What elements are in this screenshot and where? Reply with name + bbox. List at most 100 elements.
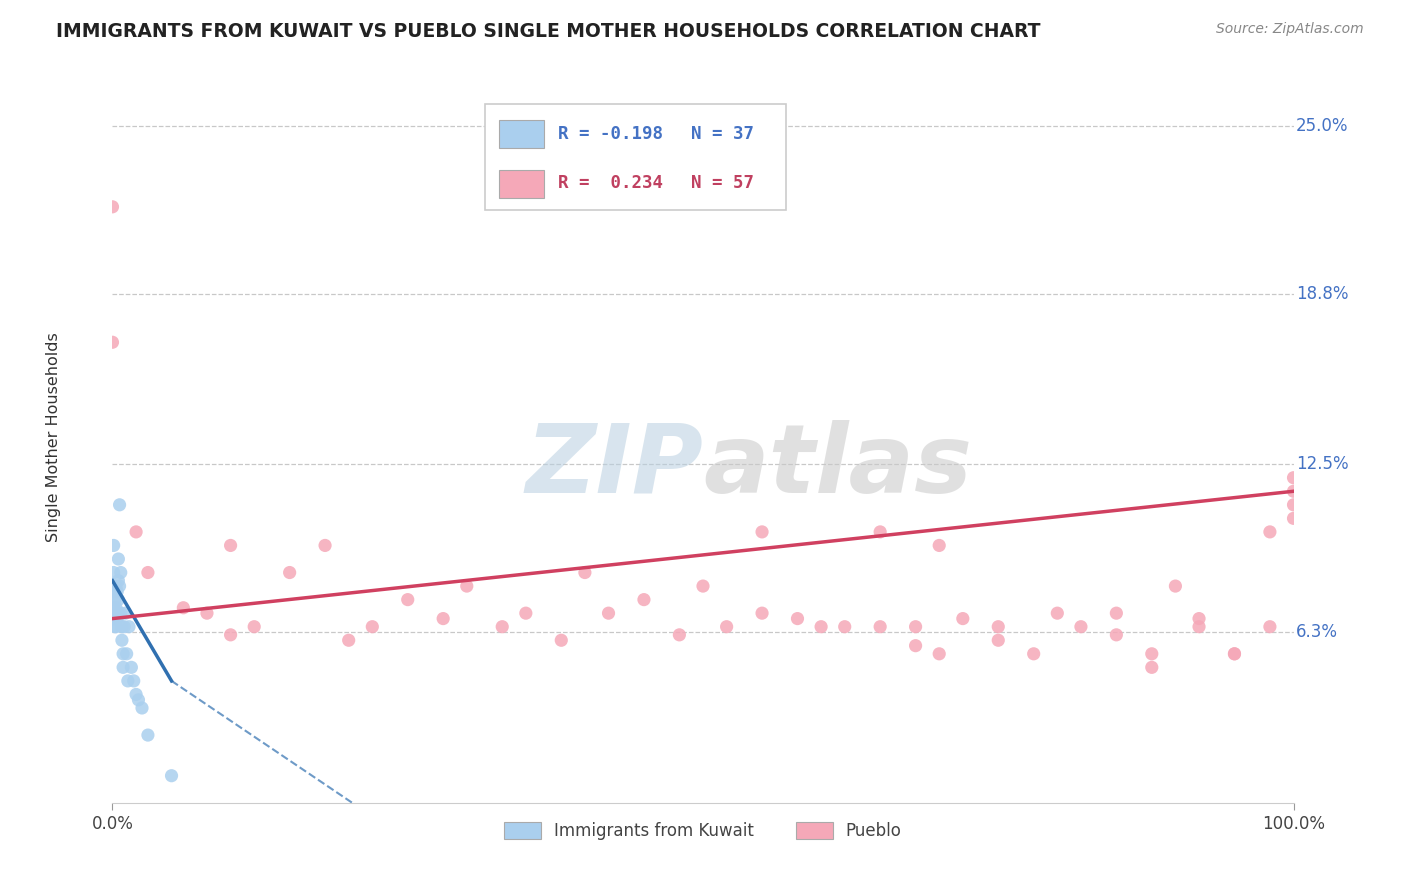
Point: [432, 611, 454, 625]
Text: atlas: atlas: [703, 420, 972, 513]
Point: [117, 673, 139, 688]
Point: [361, 620, 384, 634]
Point: [118, 620, 141, 634]
Point: [869, 524, 891, 539]
Point: [101, 200, 124, 214]
Point: [105, 600, 128, 615]
Point: [515, 606, 537, 620]
Point: [104, 620, 127, 634]
Point: [1282, 498, 1305, 512]
Text: IMMIGRANTS FROM KUWAIT VS PUEBLO SINGLE MOTHER HOUSEHOLDS CORRELATION CHART: IMMIGRANTS FROM KUWAIT VS PUEBLO SINGLE …: [56, 22, 1040, 41]
Text: 6.3%: 6.3%: [1296, 624, 1339, 641]
Point: [108, 579, 131, 593]
Point: [337, 633, 360, 648]
Point: [904, 620, 927, 634]
Point: [1105, 606, 1128, 620]
Point: [103, 538, 125, 552]
Point: [105, 620, 128, 634]
Point: [1070, 620, 1092, 634]
Point: [127, 693, 149, 707]
Point: [834, 620, 856, 634]
Point: [160, 769, 183, 783]
Point: [1258, 620, 1281, 634]
Point: [107, 606, 129, 620]
Point: [928, 538, 950, 552]
Point: [751, 606, 773, 620]
Point: [550, 633, 572, 648]
Point: [456, 579, 478, 593]
Point: [104, 592, 127, 607]
Point: [122, 673, 145, 688]
Point: [101, 335, 124, 350]
Point: [120, 660, 142, 674]
Point: [108, 498, 131, 512]
Point: [928, 647, 950, 661]
Point: [1282, 511, 1305, 525]
Point: [904, 639, 927, 653]
FancyBboxPatch shape: [485, 104, 786, 211]
Point: [786, 611, 808, 625]
FancyBboxPatch shape: [499, 170, 544, 198]
Point: [952, 611, 974, 625]
Text: R =  0.234: R = 0.234: [558, 174, 662, 193]
Point: [131, 701, 153, 715]
Text: 12.5%: 12.5%: [1296, 455, 1348, 473]
Point: [1223, 647, 1246, 661]
Point: [1140, 647, 1163, 661]
Point: [1140, 660, 1163, 674]
Text: Single Mother Households: Single Mother Households: [46, 332, 60, 542]
Point: [136, 566, 159, 580]
Point: [103, 600, 125, 615]
Point: [1282, 471, 1305, 485]
Point: [219, 538, 242, 552]
Point: [115, 647, 138, 661]
Point: [103, 611, 125, 625]
Point: [1022, 647, 1045, 661]
Point: [751, 524, 773, 539]
Point: [110, 566, 132, 580]
Point: [668, 628, 690, 642]
FancyBboxPatch shape: [499, 120, 544, 148]
Point: [107, 552, 129, 566]
Point: [111, 633, 134, 648]
Point: [692, 579, 714, 593]
Point: [278, 566, 301, 580]
Point: [1188, 611, 1211, 625]
Point: [574, 566, 596, 580]
Point: [810, 620, 832, 634]
Text: 25.0%: 25.0%: [1296, 117, 1348, 135]
Point: [1258, 524, 1281, 539]
Point: [111, 620, 134, 634]
Point: [1046, 606, 1069, 620]
Point: [105, 611, 128, 625]
Point: [112, 620, 135, 634]
Text: R = -0.198: R = -0.198: [558, 125, 662, 143]
Point: [1223, 647, 1246, 661]
Text: N = 57: N = 57: [692, 174, 754, 193]
Point: [1188, 620, 1211, 634]
Point: [598, 606, 620, 620]
Point: [633, 592, 655, 607]
Point: [491, 620, 513, 634]
Point: [243, 620, 266, 634]
Text: N = 37: N = 37: [692, 125, 754, 143]
Text: 18.8%: 18.8%: [1296, 285, 1348, 302]
Point: [103, 584, 125, 599]
Point: [172, 600, 194, 615]
Text: Source: ZipAtlas.com: Source: ZipAtlas.com: [1216, 22, 1364, 37]
Point: [987, 620, 1010, 634]
Point: [1282, 484, 1305, 499]
Point: [314, 538, 336, 552]
Point: [136, 728, 159, 742]
Point: [105, 584, 128, 599]
Point: [396, 592, 419, 607]
Text: ZIP: ZIP: [524, 420, 703, 513]
Point: [112, 647, 135, 661]
Point: [107, 574, 129, 588]
Point: [195, 606, 218, 620]
Point: [107, 592, 129, 607]
Point: [987, 633, 1010, 648]
Point: [105, 579, 128, 593]
Point: [104, 606, 127, 620]
Point: [103, 566, 125, 580]
